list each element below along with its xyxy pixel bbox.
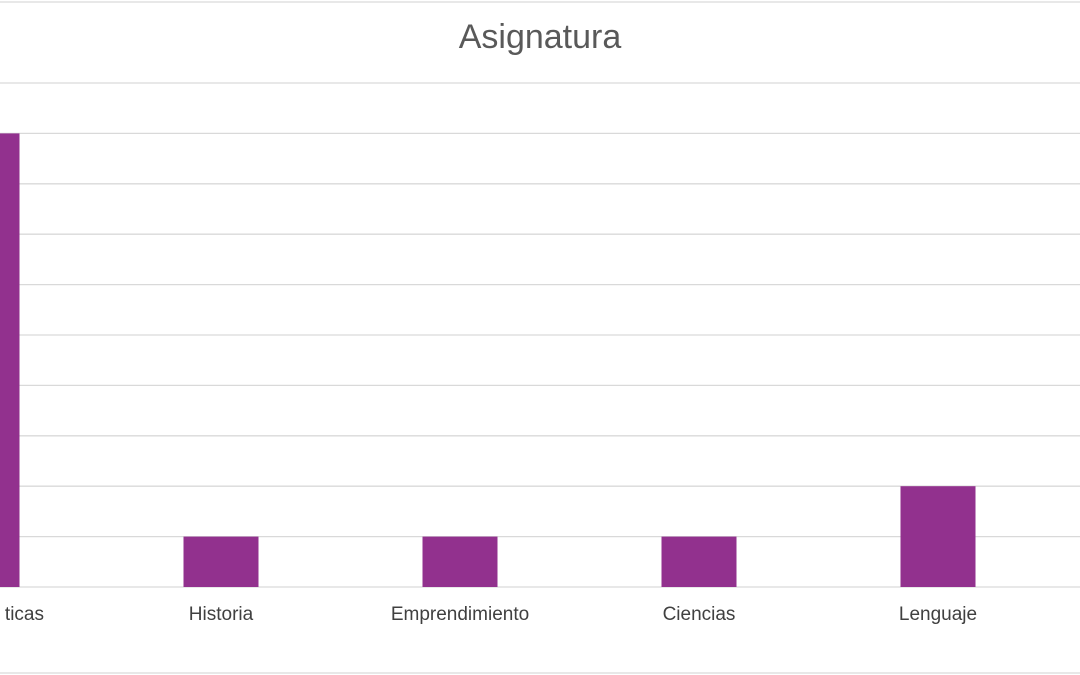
x-tick-label: Historia [189,604,254,625]
x-tick-label: Ciencias [663,604,736,625]
category-labels: ticas Historia Emprendimiento Ciencias Lengu… [5,604,977,625]
chart-title: Asignatura [459,18,622,56]
bar-3 [422,536,498,587]
bar-5 [900,486,976,587]
x-tick-label: ticas [5,604,44,625]
x-tick-label: Lenguaje [899,604,977,625]
bar-1 [0,133,20,587]
bar-4 [661,536,737,587]
bars [0,133,976,587]
bar-2 [183,536,259,587]
x-tick-label: Emprendimiento [391,604,529,625]
